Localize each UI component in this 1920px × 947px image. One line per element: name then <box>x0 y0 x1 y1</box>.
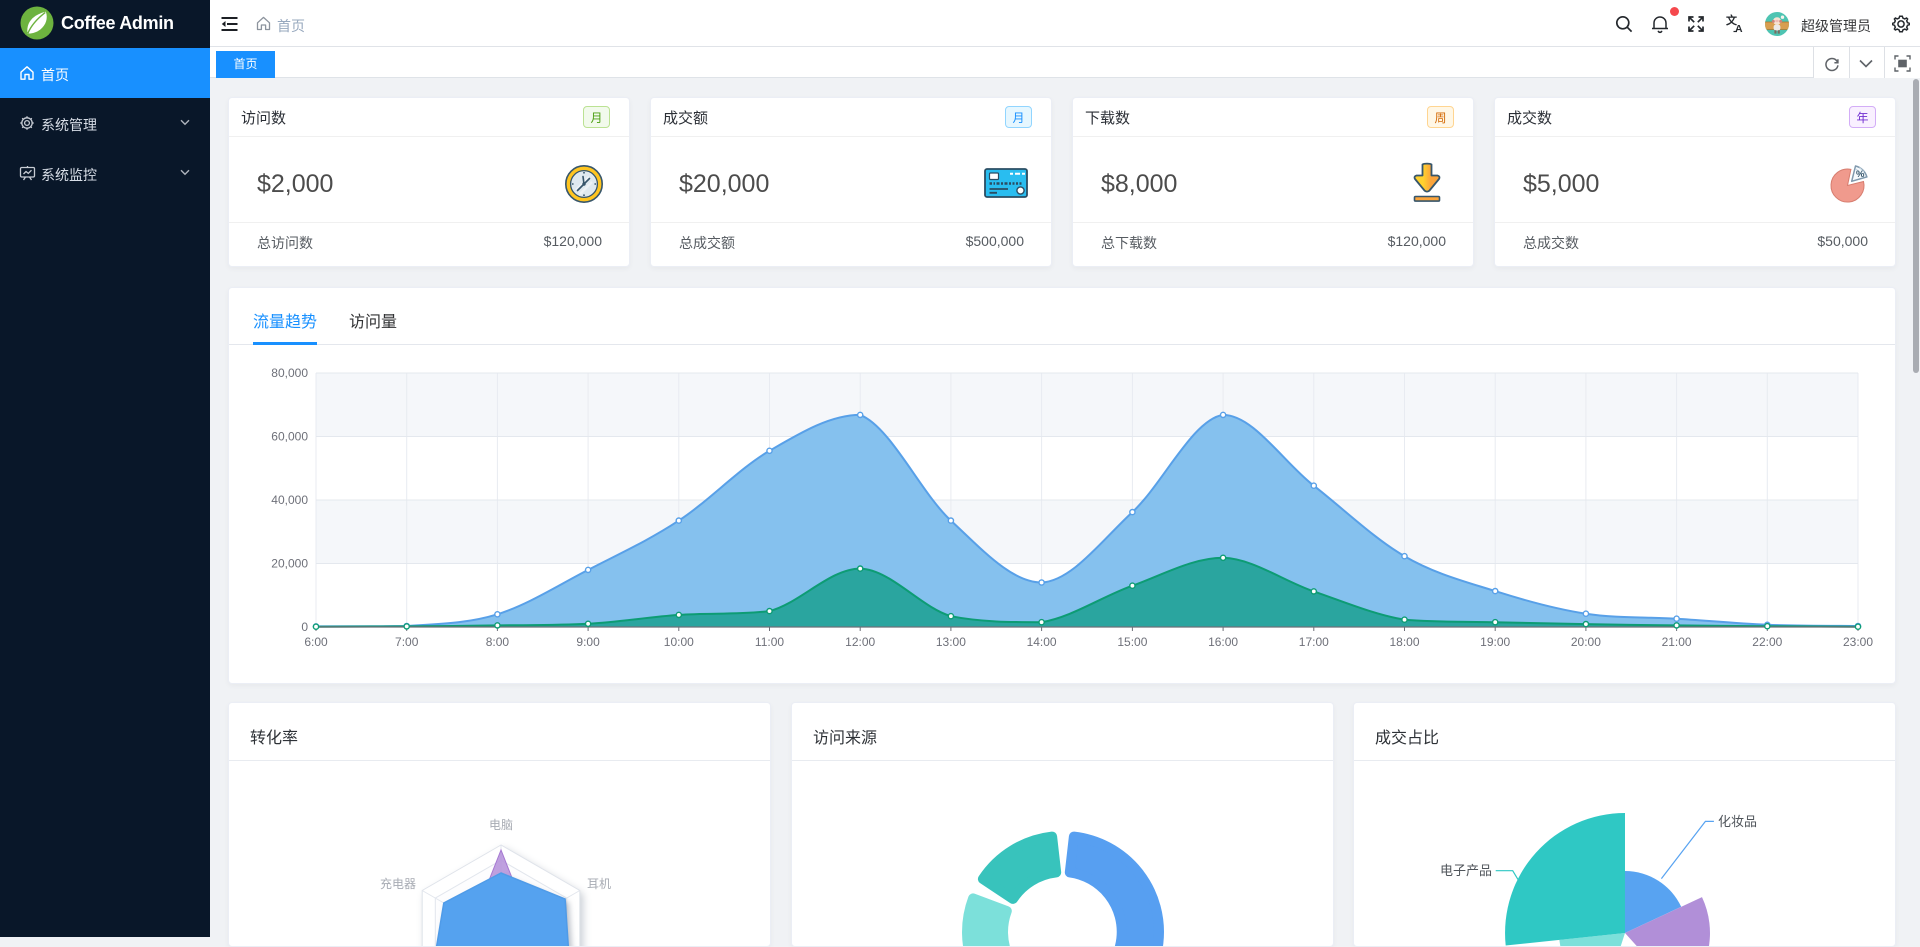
svg-text:0: 0 <box>301 620 308 634</box>
svg-text:15:00: 15:00 <box>1117 635 1147 649</box>
svg-text:18:00: 18:00 <box>1389 635 1419 649</box>
svg-text:17:00: 17:00 <box>1299 635 1329 649</box>
svg-text:40,000: 40,000 <box>271 493 308 507</box>
svg-text:20,000: 20,000 <box>271 557 308 571</box>
svg-text:19:00: 19:00 <box>1480 635 1510 649</box>
svg-text:16:00: 16:00 <box>1208 635 1238 649</box>
svg-text:23:00: 23:00 <box>1843 635 1873 649</box>
svg-text:20:00: 20:00 <box>1571 635 1601 649</box>
svg-text:耳机: 耳机 <box>587 877 611 891</box>
svg-text:22:00: 22:00 <box>1752 635 1782 649</box>
svg-text:60,000: 60,000 <box>271 430 308 444</box>
svg-text:电脑: 电脑 <box>489 818 513 832</box>
svg-text:11:00: 11:00 <box>755 635 784 649</box>
svg-text:6:00: 6:00 <box>304 635 328 649</box>
svg-text:9:00: 9:00 <box>576 635 600 649</box>
svg-text:充电器: 充电器 <box>380 876 416 891</box>
svg-text:8:00: 8:00 <box>486 635 510 649</box>
svg-text:10:00: 10:00 <box>664 635 694 649</box>
svg-text:13:00: 13:00 <box>936 635 966 649</box>
svg-text:21:00: 21:00 <box>1662 635 1692 649</box>
svg-text:12:00: 12:00 <box>845 635 875 649</box>
svg-text:7:00: 7:00 <box>395 635 419 649</box>
svg-text:14:00: 14:00 <box>1027 635 1057 649</box>
svg-text:%: % <box>1856 169 1865 180</box>
svg-text:80,000: 80,000 <box>271 366 308 380</box>
svg-text:化妆品: 化妆品 <box>1718 814 1757 829</box>
svg-text:电子产品: 电子产品 <box>1440 863 1492 878</box>
